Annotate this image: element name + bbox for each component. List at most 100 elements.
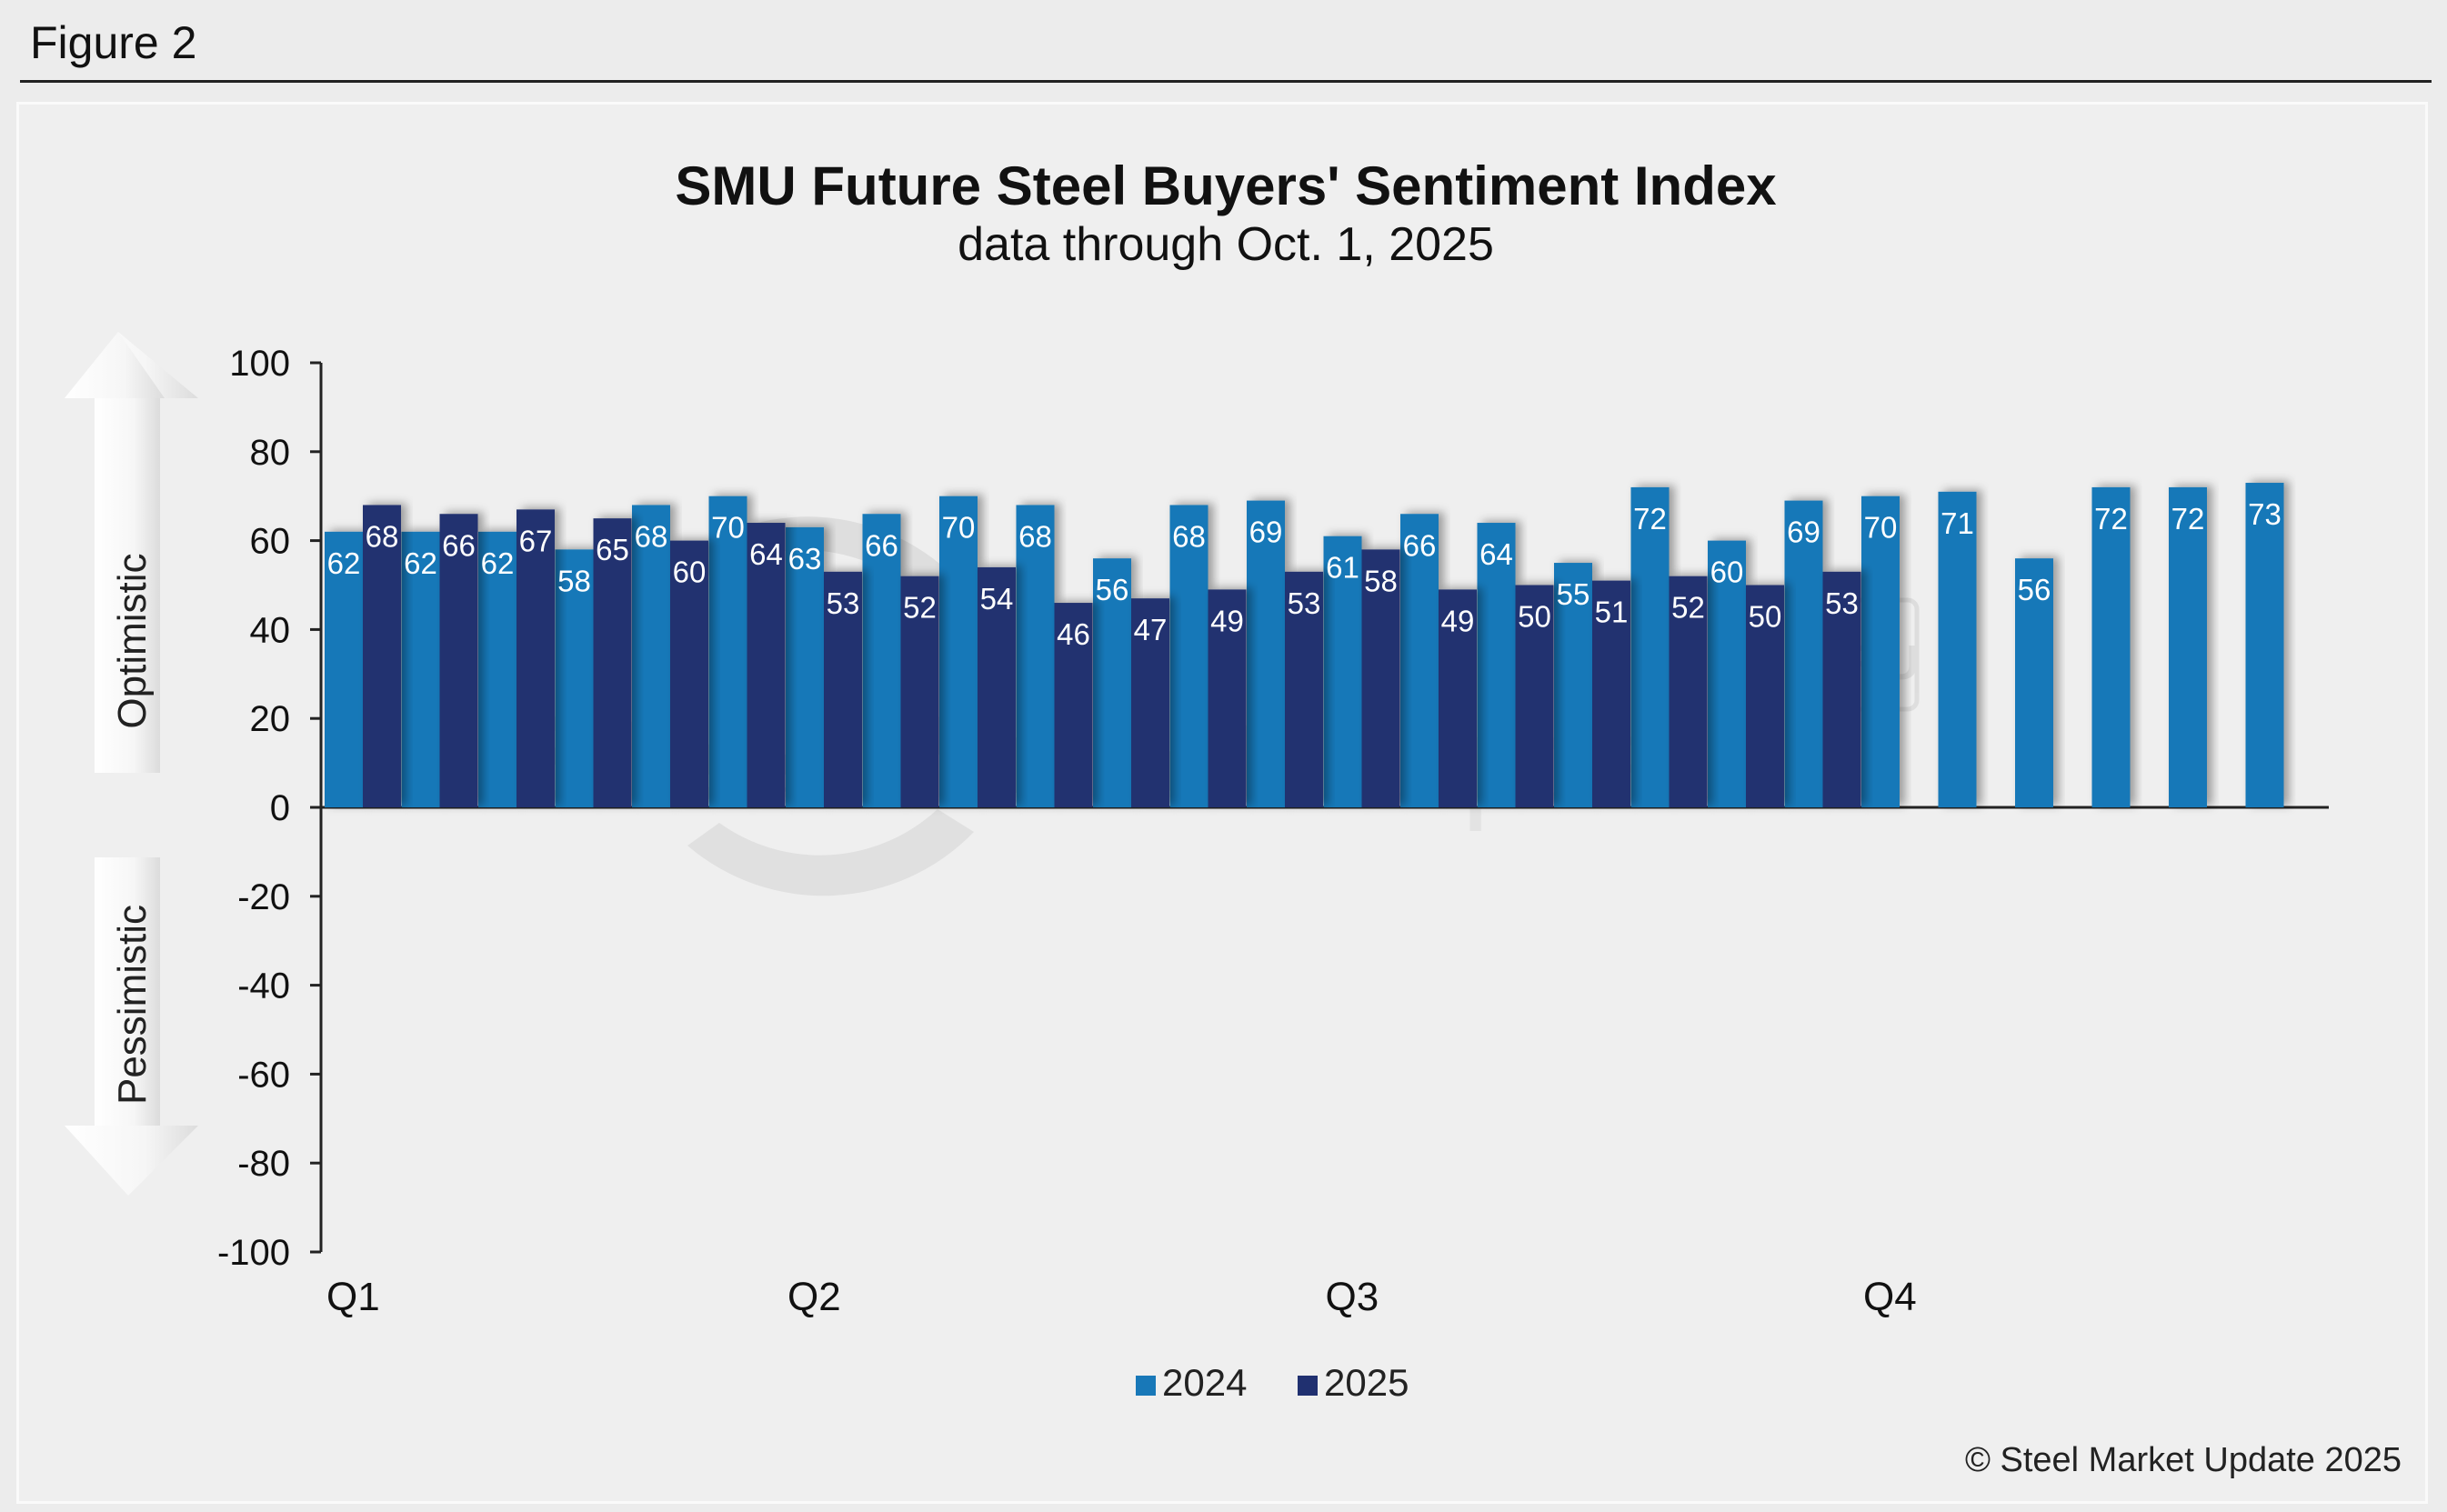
bar-2025-6 bbox=[747, 523, 786, 807]
data-label-2024-11: 56 bbox=[1096, 573, 1129, 606]
bar-2025-14 bbox=[1361, 549, 1400, 807]
bar-2024-20 bbox=[1784, 500, 1823, 807]
data-label-2024-20: 69 bbox=[1787, 516, 1820, 549]
y-tick-label: 0 bbox=[270, 788, 290, 828]
bar-2025-8 bbox=[900, 576, 939, 807]
bar-2024-22 bbox=[1938, 491, 1977, 807]
y-tick-label: -100 bbox=[217, 1233, 290, 1273]
down-arrow-icon bbox=[65, 1126, 198, 1196]
data-label-2024-24: 72 bbox=[2094, 502, 2128, 536]
bar-2024-11 bbox=[1093, 558, 1131, 807]
bar-2025-1 bbox=[363, 505, 401, 807]
legend-swatch-2025 bbox=[1298, 1376, 1318, 1396]
bar-2025-4 bbox=[593, 518, 632, 807]
bar-2024-14 bbox=[1323, 536, 1362, 807]
legend-swatch-2024 bbox=[1136, 1376, 1156, 1396]
data-label-2025-19: 50 bbox=[1749, 600, 1782, 634]
bar-2024-21 bbox=[1861, 496, 1900, 807]
data-label-2025-18: 52 bbox=[1671, 591, 1705, 625]
bar-2024-4 bbox=[555, 549, 594, 807]
bars bbox=[325, 483, 2284, 807]
data-labels: 62 62 62 58 68 70 63 66 70 68 56 68 69 61 66 64 55 72 60 69… bbox=[327, 497, 2282, 651]
data-label-2024-26: 73 bbox=[2248, 497, 2282, 531]
data-label-2025-10: 46 bbox=[1057, 617, 1090, 651]
data-label-2024-23: 56 bbox=[2018, 573, 2051, 606]
optimistic-label: Optimistic bbox=[110, 553, 155, 728]
bar-2024-23 bbox=[2015, 558, 2053, 807]
y-tick-label: 40 bbox=[250, 610, 291, 650]
bar-2025-18 bbox=[1669, 576, 1708, 807]
y-tick-label: 80 bbox=[250, 433, 291, 473]
data-label-2025-4: 65 bbox=[596, 533, 629, 566]
chart-subtitle: data through Oct. 1, 2025 bbox=[958, 218, 1494, 271]
data-label-2025-11: 47 bbox=[1134, 613, 1168, 646]
data-label-2025-3: 67 bbox=[519, 524, 553, 557]
data-label-2024-1: 62 bbox=[327, 546, 361, 580]
data-label-2025-17: 51 bbox=[1595, 596, 1629, 629]
bar-2024-3 bbox=[478, 531, 516, 807]
bar-2025-10 bbox=[1054, 603, 1093, 807]
data-label-2024-10: 68 bbox=[1018, 519, 1052, 553]
bar-2024-10 bbox=[1016, 505, 1055, 807]
bar-2024-12 bbox=[1169, 505, 1208, 807]
y-tick-label: 100 bbox=[229, 344, 290, 384]
chart-panel: Steel Market Update CRU SMU Future Steel… bbox=[16, 102, 2428, 1504]
pessimistic-arrow: Pessimistic bbox=[65, 857, 198, 1196]
data-label-2024-6: 70 bbox=[711, 511, 745, 545]
watermark-swoosh-lower-icon bbox=[687, 809, 974, 896]
bar-2024-26 bbox=[2245, 483, 2284, 807]
data-label-2025-7: 53 bbox=[827, 586, 860, 620]
y-tick-labels: 100 80 60 40 20 0 -20 -40 -60 -80 -100 bbox=[217, 344, 321, 1273]
bar-2024-6 bbox=[708, 496, 747, 807]
data-label-2025-16: 50 bbox=[1518, 600, 1551, 634]
data-label-2024-2: 62 bbox=[404, 546, 437, 580]
data-label-2025-12: 49 bbox=[1210, 604, 1244, 637]
bar-2024-16 bbox=[1477, 523, 1516, 807]
bar-2025-2 bbox=[439, 514, 478, 807]
data-label-2024-15: 66 bbox=[1403, 528, 1437, 562]
bar-2024-19 bbox=[1708, 540, 1746, 807]
data-label-2025-13: 53 bbox=[1288, 586, 1321, 620]
bar-2024-9 bbox=[939, 496, 978, 807]
bar-2025-3 bbox=[516, 509, 555, 807]
bar-2024-25 bbox=[2169, 486, 2207, 807]
bar-2024-17 bbox=[1554, 563, 1592, 807]
quarter-label-q3: Q3 bbox=[1326, 1275, 1379, 1319]
quarter-label-q4: Q4 bbox=[1863, 1275, 1917, 1319]
chart-canvas: Steel Market Update CRU SMU Future Steel… bbox=[65, 155, 2402, 1479]
bar-2025-16 bbox=[1515, 585, 1554, 807]
bar-2024-15 bbox=[1400, 514, 1439, 807]
y-tick-label: 20 bbox=[250, 699, 291, 739]
bar-2025-17 bbox=[1592, 580, 1630, 807]
data-label-2025-8: 52 bbox=[903, 591, 937, 625]
bar-2024-5 bbox=[632, 505, 670, 807]
bar-2024-13 bbox=[1247, 500, 1285, 807]
data-label-2024-18: 72 bbox=[1633, 502, 1667, 536]
data-label-2024-19: 60 bbox=[1710, 556, 1744, 589]
data-label-2025-14: 58 bbox=[1364, 564, 1398, 597]
data-label-2024-4: 58 bbox=[557, 564, 591, 597]
quarter-label-q1: Q1 bbox=[326, 1275, 380, 1319]
y-tick-label: -40 bbox=[237, 966, 290, 1006]
data-label-2024-17: 55 bbox=[1557, 577, 1590, 611]
data-label-2024-21: 70 bbox=[1864, 511, 1898, 545]
quarter-label-q2: Q2 bbox=[787, 1275, 841, 1319]
data-label-2025-1: 68 bbox=[366, 519, 399, 553]
bar-2024-18 bbox=[1630, 486, 1670, 807]
data-label-2025-6: 64 bbox=[749, 537, 783, 571]
data-label-2025-9: 54 bbox=[980, 582, 1014, 616]
bar-2024-8 bbox=[862, 514, 901, 807]
legend: 2024 2025 bbox=[1136, 1361, 1409, 1404]
legend-label-2024: 2024 bbox=[1162, 1361, 1247, 1404]
data-label-2025-15: 49 bbox=[1441, 604, 1475, 637]
data-label-2024-22: 71 bbox=[1941, 506, 1974, 540]
y-tick-label: -20 bbox=[237, 877, 290, 917]
bar-2024-1 bbox=[325, 531, 363, 807]
data-label-2024-7: 63 bbox=[788, 542, 822, 576]
bar-2025-9 bbox=[978, 566, 1016, 807]
bar-2025-12 bbox=[1208, 589, 1247, 807]
y-tick-label: -80 bbox=[237, 1144, 290, 1184]
bar-2024-7 bbox=[786, 526, 824, 807]
quarter-labels: Q1 Q2 Q3 Q4 bbox=[326, 1275, 1917, 1319]
data-label-2024-13: 69 bbox=[1249, 516, 1283, 549]
